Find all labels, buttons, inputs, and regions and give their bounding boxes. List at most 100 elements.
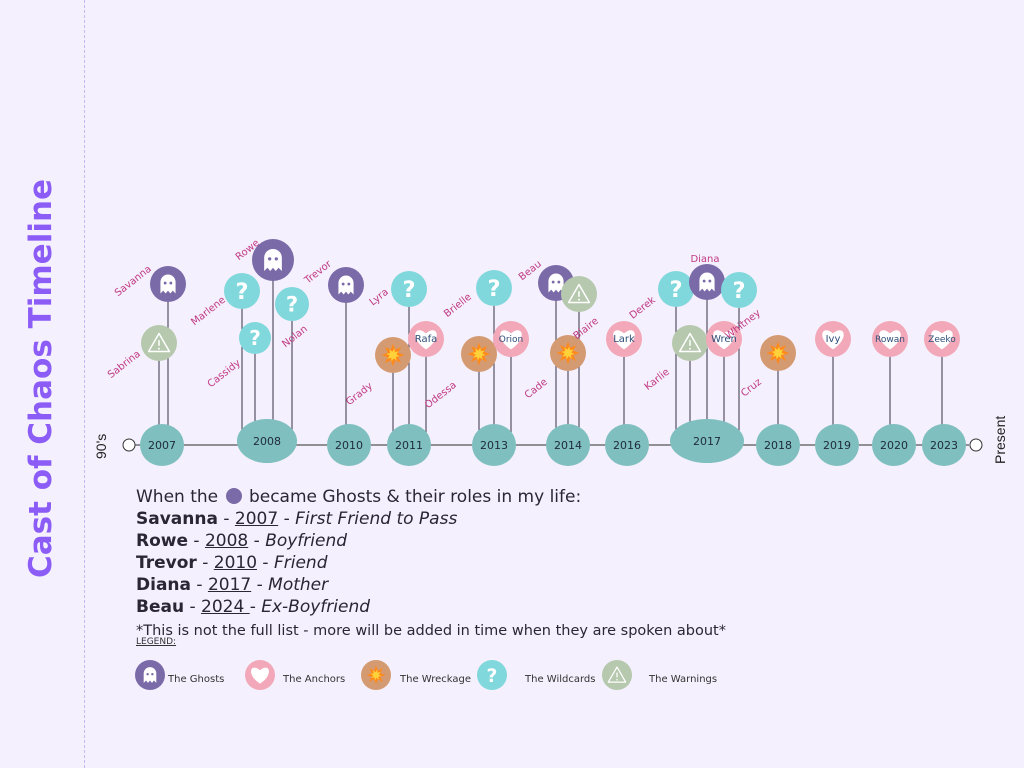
year-bubble-2016: 2016 <box>605 424 649 466</box>
legend-anchor-icon <box>245 660 275 690</box>
summary-year: 2010 <box>213 553 258 573</box>
person-name-label: Diana <box>690 254 719 265</box>
summary-name: Savanna <box>136 509 218 529</box>
svg-text:?: ? <box>249 326 261 350</box>
person-diana-ghost-icon <box>689 264 725 300</box>
svg-text:?: ? <box>286 293 298 318</box>
year-label: 2008 <box>253 435 281 448</box>
anchor-name-label: Rafa <box>415 334 438 345</box>
anchor-name-label: Orion <box>499 335 524 345</box>
summary-row: Diana - 2017 - Mother <box>136 575 329 595</box>
summary-year: 2008 <box>204 531 249 551</box>
year-label: 2013 <box>480 439 508 452</box>
person-name-label: Savanna <box>113 264 154 299</box>
summary-row: Rowe - 2008 - Boyfriend <box>136 531 348 551</box>
svg-text:?: ? <box>235 279 248 305</box>
year-bubble-2019: 2019 <box>815 424 859 466</box>
legend-label: The Warnings <box>649 674 718 685</box>
summary-intro: When the became Ghosts & their roles in … <box>136 487 582 507</box>
summary-row: Trevor - 2010 - Friend <box>136 553 328 573</box>
summary-name: Rowe <box>136 531 189 551</box>
year-label: 2018 <box>764 439 792 452</box>
person-brielle-wildcard-icon: ? <box>476 270 512 306</box>
year-bubble-2011: 2011 <box>387 424 431 466</box>
legend-title: LEGEND: <box>136 637 177 647</box>
year-bubble-2008: 2008 <box>237 419 297 463</box>
person-trevor-ghost-icon <box>328 267 364 303</box>
legend-ghost-icon <box>135 660 165 690</box>
person-name-label: Brielle <box>442 292 474 320</box>
person-grady-wreckage-icon <box>375 337 411 373</box>
anchor-name-label: Zeeko <box>928 335 956 345</box>
person-name-label: Marlene <box>189 295 228 328</box>
year-label: 2007 <box>148 439 176 452</box>
year-label: 2019 <box>823 439 851 452</box>
summary-rows: Savanna - 2007 - First Friend to Pass Row… <box>136 508 836 618</box>
summary-name: Diana <box>136 575 191 595</box>
person-lyra-wildcard-icon: ? <box>391 271 427 307</box>
person-rowe-ghost-icon <box>252 239 294 281</box>
legend-label: The Ghosts <box>168 674 225 685</box>
legend-label: The Wreckage <box>400 674 472 685</box>
summary-year: 2017 <box>207 575 252 595</box>
people-icons: ???? Rafa? Orion Lark? Wren? Ivy Rowan Zeeko <box>141 239 960 373</box>
summary-year: 2007 <box>234 509 279 529</box>
anchor-name-label: Rowan <box>875 335 905 345</box>
year-bubbles: 2007 2008 2010 2011 2013 2014 2016 2017 2018 2019… <box>140 419 966 466</box>
anchor-name-label: Wren <box>711 334 737 345</box>
legend-wildcard-icon: ? <box>477 660 507 690</box>
person-marlene-wildcard-icon: ? <box>224 273 260 309</box>
year-bubble-2013: 2013 <box>472 424 516 466</box>
summary-role: Friend <box>273 553 328 573</box>
person-name-label: Derek <box>628 295 658 322</box>
summary-note: *This is not the full list - more will b… <box>136 623 726 639</box>
year-label: 2020 <box>880 439 908 452</box>
person-ivy-anchor-icon: Ivy <box>815 321 851 357</box>
person-orion-anchor-icon: Orion <box>493 321 529 357</box>
person-nolan-wildcard-icon: ? <box>275 287 309 321</box>
year-label: 2010 <box>335 439 363 452</box>
year-label: 2011 <box>395 439 423 452</box>
legend-label: The Anchors <box>283 674 346 685</box>
summary-row: Savanna - 2007 - First Friend to Pass <box>136 509 458 529</box>
svg-text:?: ? <box>402 277 415 303</box>
person-lark-anchor-icon: Lark <box>606 321 642 357</box>
summary-role: Boyfriend <box>265 531 348 551</box>
person-name-label: Grady <box>344 381 375 408</box>
person-name-label: Blaire <box>572 316 601 342</box>
summary-row: Beau - 2024 - Ex-Boyfriend <box>136 597 371 617</box>
summary-name: Trevor <box>136 553 197 573</box>
year-bubble-2010: 2010 <box>327 424 371 466</box>
person-name-label: Sabrina <box>106 349 143 381</box>
year-bubble-2014: 2014 <box>546 424 590 466</box>
year-bubble-2007: 2007 <box>140 424 184 466</box>
person-karlie-warning-icon <box>672 325 708 361</box>
person-savanna-ghost-icon <box>150 266 186 302</box>
anchor-name-label: Lark <box>613 334 635 345</box>
summary-role: Mother <box>268 575 329 595</box>
summary-year: 2024 <box>201 597 250 617</box>
svg-text:?: ? <box>669 277 682 303</box>
person-name-label: Odessa <box>423 380 459 411</box>
person-rowan-anchor-icon: Rowan <box>872 321 908 357</box>
svg-text:?: ? <box>487 276 500 302</box>
person-name-label: Lyra <box>368 287 391 308</box>
anchor-name-label: Ivy <box>826 334 841 345</box>
person-rafa-anchor-icon: Rafa <box>408 321 444 357</box>
person-whitney-wildcard-icon: ? <box>721 272 757 308</box>
person-zeeko-anchor-icon: Zeeko <box>924 321 960 357</box>
year-label: 2014 <box>554 439 582 452</box>
person-name-label: Nolan <box>280 324 310 350</box>
summary-name: Beau <box>136 597 185 617</box>
svg-text:?: ? <box>732 278 745 304</box>
summary-role: First Friend to Pass <box>295 509 458 529</box>
year-label: 2023 <box>930 439 958 452</box>
person-wren-anchor-icon: Wren <box>706 321 742 357</box>
year-bubble-2017: 2017 <box>670 419 744 463</box>
person-name-label: Cruz <box>739 377 764 400</box>
person-blaire-warning-icon <box>561 276 597 312</box>
timeline-start-marker <box>122 438 136 452</box>
legend-warning-icon <box>602 660 632 690</box>
person-odessa-wreckage-icon <box>461 336 497 372</box>
